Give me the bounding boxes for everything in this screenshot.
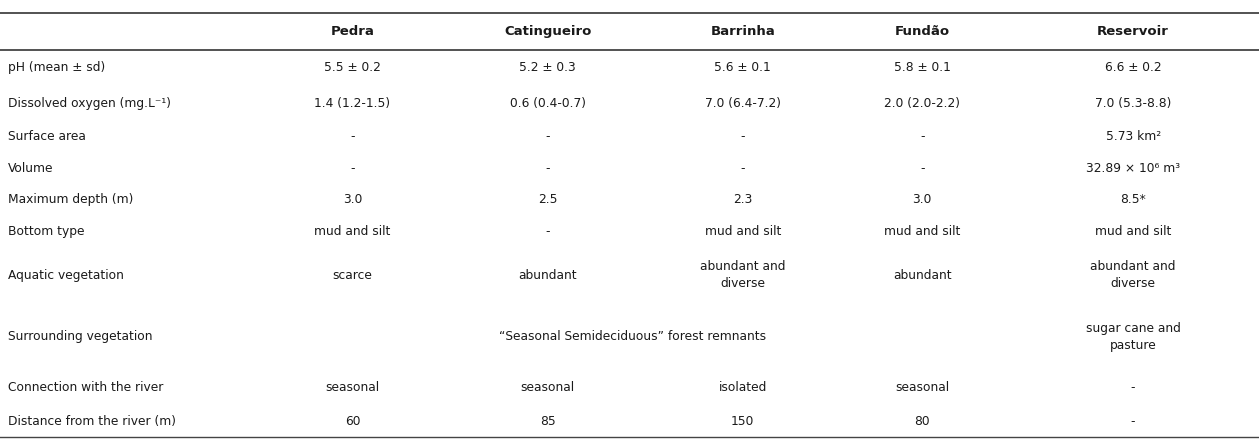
Text: -: - bbox=[545, 161, 550, 174]
Text: 150: 150 bbox=[731, 415, 754, 428]
Text: 6.6 ± 0.2: 6.6 ± 0.2 bbox=[1105, 62, 1161, 74]
Text: 80: 80 bbox=[914, 415, 930, 428]
Text: Barrinha: Barrinha bbox=[710, 25, 776, 38]
Text: mud and silt: mud and silt bbox=[884, 225, 961, 238]
Text: abundant: abundant bbox=[519, 269, 577, 282]
Text: seasonal: seasonal bbox=[521, 381, 574, 394]
Text: 5.6 ± 0.1: 5.6 ± 0.1 bbox=[714, 62, 772, 74]
Text: 3.0: 3.0 bbox=[342, 193, 363, 206]
Text: -: - bbox=[545, 225, 550, 238]
Text: -: - bbox=[920, 130, 924, 143]
Text: Fundão: Fundão bbox=[895, 25, 949, 38]
Text: -: - bbox=[920, 161, 924, 174]
Text: -: - bbox=[740, 130, 745, 143]
Text: 60: 60 bbox=[345, 415, 360, 428]
Text: Reservoir: Reservoir bbox=[1097, 25, 1170, 38]
Text: 85: 85 bbox=[540, 415, 555, 428]
Text: Pedra: Pedra bbox=[331, 25, 374, 38]
Text: Connection with the river: Connection with the river bbox=[8, 381, 162, 394]
Text: 5.8 ± 0.1: 5.8 ± 0.1 bbox=[894, 62, 951, 74]
Text: 1.4 (1.2-1.5): 1.4 (1.2-1.5) bbox=[315, 96, 390, 110]
Text: 0.6 (0.4-0.7): 0.6 (0.4-0.7) bbox=[510, 96, 585, 110]
Text: mud and silt: mud and silt bbox=[315, 225, 390, 238]
Text: Surface area: Surface area bbox=[8, 130, 86, 143]
Text: abundant and
diverse: abundant and diverse bbox=[700, 260, 786, 290]
Text: -: - bbox=[740, 161, 745, 174]
Text: 32.89 × 10⁶ m³: 32.89 × 10⁶ m³ bbox=[1087, 161, 1180, 174]
Text: pH (mean ± sd): pH (mean ± sd) bbox=[8, 62, 104, 74]
Text: 2.0 (2.0-2.2): 2.0 (2.0-2.2) bbox=[884, 96, 961, 110]
Text: Maximum depth (m): Maximum depth (m) bbox=[8, 193, 133, 206]
Text: -: - bbox=[350, 130, 355, 143]
Text: mud and silt: mud and silt bbox=[1095, 225, 1171, 238]
Text: Bottom type: Bottom type bbox=[8, 225, 84, 238]
Text: 8.5*: 8.5* bbox=[1121, 193, 1146, 206]
Text: 2.3: 2.3 bbox=[733, 193, 753, 206]
Text: -: - bbox=[1131, 381, 1136, 394]
Text: seasonal: seasonal bbox=[895, 381, 949, 394]
Text: 7.0 (5.3-8.8): 7.0 (5.3-8.8) bbox=[1095, 96, 1171, 110]
Text: abundant and
diverse: abundant and diverse bbox=[1090, 260, 1176, 290]
Text: Volume: Volume bbox=[8, 161, 53, 174]
Text: Distance from the river (m): Distance from the river (m) bbox=[8, 415, 175, 428]
Text: isolated: isolated bbox=[719, 381, 767, 394]
Text: -: - bbox=[1131, 415, 1136, 428]
Text: 5.2 ± 0.3: 5.2 ± 0.3 bbox=[519, 62, 577, 74]
Text: mud and silt: mud and silt bbox=[705, 225, 781, 238]
Text: 5.73 km²: 5.73 km² bbox=[1105, 130, 1161, 143]
Text: 5.5 ± 0.2: 5.5 ± 0.2 bbox=[324, 62, 381, 74]
Text: -: - bbox=[545, 130, 550, 143]
Text: scarce: scarce bbox=[332, 269, 373, 282]
Text: -: - bbox=[350, 161, 355, 174]
Text: sugar cane and
pasture: sugar cane and pasture bbox=[1085, 322, 1181, 352]
Text: abundant: abundant bbox=[893, 269, 952, 282]
Text: 2.5: 2.5 bbox=[538, 193, 558, 206]
Text: Surrounding vegetation: Surrounding vegetation bbox=[8, 330, 152, 343]
Text: 3.0: 3.0 bbox=[913, 193, 932, 206]
Text: Dissolved oxygen (mg.L⁻¹): Dissolved oxygen (mg.L⁻¹) bbox=[8, 96, 170, 110]
Text: seasonal: seasonal bbox=[326, 381, 379, 394]
Text: Catingueiro: Catingueiro bbox=[504, 25, 592, 38]
Text: “Seasonal Semideciduous” forest remnants: “Seasonal Semideciduous” forest remnants bbox=[499, 330, 767, 343]
Text: 7.0 (6.4-7.2): 7.0 (6.4-7.2) bbox=[705, 96, 781, 110]
Text: Aquatic vegetation: Aquatic vegetation bbox=[8, 269, 123, 282]
